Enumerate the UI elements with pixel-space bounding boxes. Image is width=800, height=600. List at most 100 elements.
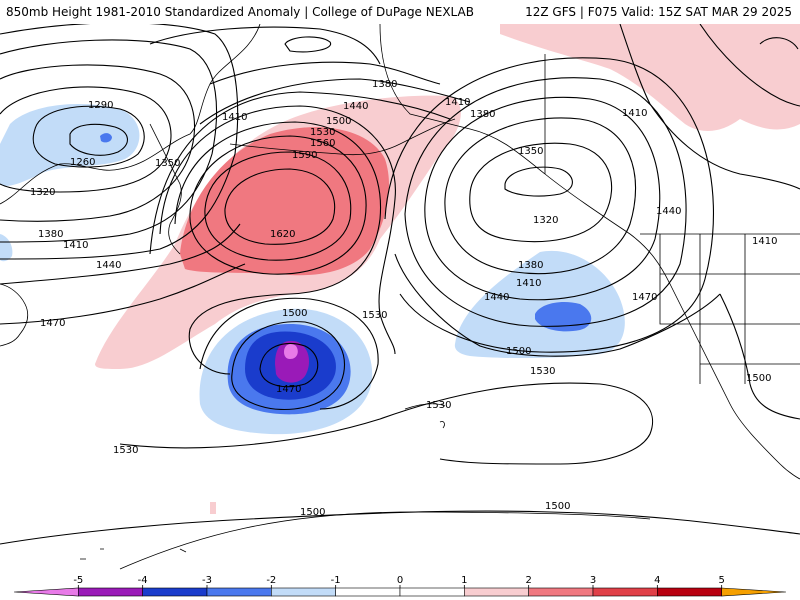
contour-label: 1350 bbox=[155, 158, 180, 169]
contour-label: 1500 bbox=[300, 507, 325, 518]
coastlines bbox=[0, 24, 800, 570]
colorbar-swatch-pos2 bbox=[528, 587, 594, 597]
colorbar-tick-label: -5 bbox=[73, 575, 83, 586]
colorbar-tick-label: -4 bbox=[138, 575, 148, 586]
colorbar-tick-label: -1 bbox=[331, 575, 341, 586]
contour-label: 1620 bbox=[270, 229, 295, 240]
contour-label: 1530 bbox=[530, 366, 555, 377]
contour-label: 1530 bbox=[426, 400, 451, 411]
colorbar-tick-label: 5 bbox=[718, 575, 724, 586]
contour-label: 1470 bbox=[632, 292, 657, 303]
contour-label: 1410 bbox=[445, 97, 470, 108]
contour-1380-west bbox=[0, 39, 218, 243]
contour-label: 1290 bbox=[88, 100, 113, 111]
contour-label: 1380 bbox=[470, 109, 495, 120]
negative-anomaly-west-core bbox=[100, 133, 112, 143]
contour-label: 1350 bbox=[518, 146, 543, 157]
colorbar-tick-label: 3 bbox=[590, 575, 596, 586]
height-contours bbox=[0, 24, 800, 545]
contour-label: 1500 bbox=[326, 116, 351, 127]
state-lines-2 bbox=[699, 234, 746, 384]
contour-1440-east bbox=[404, 77, 687, 327]
contour-label: 1530 bbox=[113, 445, 138, 456]
negative-anomaly-speck bbox=[210, 502, 216, 514]
contour-1500-south bbox=[0, 510, 800, 545]
contour-1500-ridge bbox=[159, 105, 396, 355]
model-run-valid-time: 12Z GFS | F075 Valid: 15Z SAT MAR 29 202… bbox=[525, 5, 792, 19]
positive-anomaly-northeast bbox=[500, 24, 800, 131]
contour-1530-south bbox=[119, 382, 654, 465]
contour-1380-ridge bbox=[209, 61, 441, 85]
negative-anomaly-central-purple bbox=[275, 340, 310, 383]
colorbar-tick-label: -3 bbox=[202, 575, 212, 586]
contour-label: 1440 bbox=[484, 292, 509, 303]
colorbar-swatch-pos1 bbox=[464, 587, 529, 597]
contour-1470-east bbox=[384, 57, 715, 353]
colorbar-tick-label: 4 bbox=[654, 575, 660, 586]
contour-label: 1410 bbox=[516, 278, 541, 289]
colorbar-swatch-neg2 bbox=[206, 587, 272, 597]
colorbar-tick-label: -2 bbox=[266, 575, 276, 586]
colorbar-tick-label: 0 bbox=[397, 575, 403, 586]
anomaly-colorbar: -5 -4 -3 -2 -1 0 1 2 3 4 5 bbox=[13, 575, 787, 597]
contour-1260-west bbox=[69, 123, 128, 156]
contour-1590 bbox=[204, 151, 352, 261]
contour-label: 1320 bbox=[533, 215, 558, 226]
contour-north-east-loop bbox=[759, 37, 799, 50]
contour-1350-north bbox=[149, 26, 381, 65]
contour-label: 1380 bbox=[518, 260, 543, 271]
contour-label: 1320 bbox=[30, 187, 55, 198]
negative-anomaly-east-mid bbox=[535, 302, 592, 332]
contour-1470-central bbox=[259, 342, 319, 388]
alaska-coast bbox=[379, 24, 800, 480]
negative-anomaly-central-pink bbox=[284, 344, 298, 359]
contour-1350-west bbox=[0, 64, 196, 222]
colorbar-swatch-neg5 bbox=[13, 587, 79, 597]
colorbar-swatch-neg1 bbox=[271, 587, 336, 597]
contour-label: 1590 bbox=[292, 150, 317, 161]
contour-north-loop bbox=[284, 36, 332, 53]
contour-label: 1410 bbox=[752, 236, 777, 247]
contour-1320-west bbox=[0, 86, 172, 193]
state-lines-3 bbox=[744, 234, 800, 325]
contour-label: 1500 bbox=[746, 373, 771, 384]
colorbar-swatch-pos3 bbox=[592, 587, 658, 597]
contour-1410-far-east bbox=[619, 24, 800, 190]
contour-1290-west bbox=[32, 105, 145, 168]
contour-1620 bbox=[224, 168, 336, 245]
contour-label: 1470 bbox=[276, 384, 301, 395]
contour-label: 1530 bbox=[310, 127, 335, 138]
colorbar-tick-label: 1 bbox=[461, 575, 467, 586]
contour-label: 1410 bbox=[63, 240, 88, 251]
contour-1350-east bbox=[469, 142, 613, 243]
contour-label: 1470 bbox=[40, 318, 65, 329]
japan-coast bbox=[0, 283, 29, 347]
contour-1410-east bbox=[424, 96, 661, 301]
negative-anomaly-edge bbox=[0, 234, 13, 262]
contour-1560 bbox=[189, 135, 367, 275]
contour-label: 1440 bbox=[343, 101, 368, 112]
aleutian-chain bbox=[229, 118, 456, 156]
kamchatka-coast bbox=[149, 123, 182, 255]
contour-label: 1410 bbox=[222, 112, 247, 123]
negative-anomaly-east-light bbox=[454, 250, 625, 359]
contour-1380-far-east bbox=[699, 24, 800, 107]
colorbar-tick-label: 2 bbox=[525, 575, 531, 586]
colorbar-swatch-pos5 bbox=[721, 587, 787, 597]
contour-label-group: 1290 1260 1320 1350 1380 1410 1440 1470 … bbox=[30, 79, 777, 518]
south-islands bbox=[80, 548, 187, 560]
contour-label: 1500 bbox=[506, 346, 531, 357]
contour-label: 1530 bbox=[362, 310, 387, 321]
contour-label: 1380 bbox=[38, 229, 63, 240]
colorbar-swatches bbox=[13, 587, 787, 597]
contour-1500-east-us bbox=[719, 293, 800, 420]
contour-label: 1560 bbox=[310, 138, 335, 149]
contour-1440-ridge bbox=[149, 91, 451, 255]
contour-label: 1500 bbox=[545, 501, 570, 512]
contour-1500-east bbox=[394, 253, 721, 357]
map-header: 850mb Height 1981-2010 Standardized Anom… bbox=[0, 0, 800, 24]
contour-label: 1380 bbox=[372, 79, 397, 90]
contour-1500-central bbox=[231, 321, 345, 411]
contour-1410-west bbox=[0, 24, 239, 260]
contour-1380-east bbox=[444, 117, 637, 275]
